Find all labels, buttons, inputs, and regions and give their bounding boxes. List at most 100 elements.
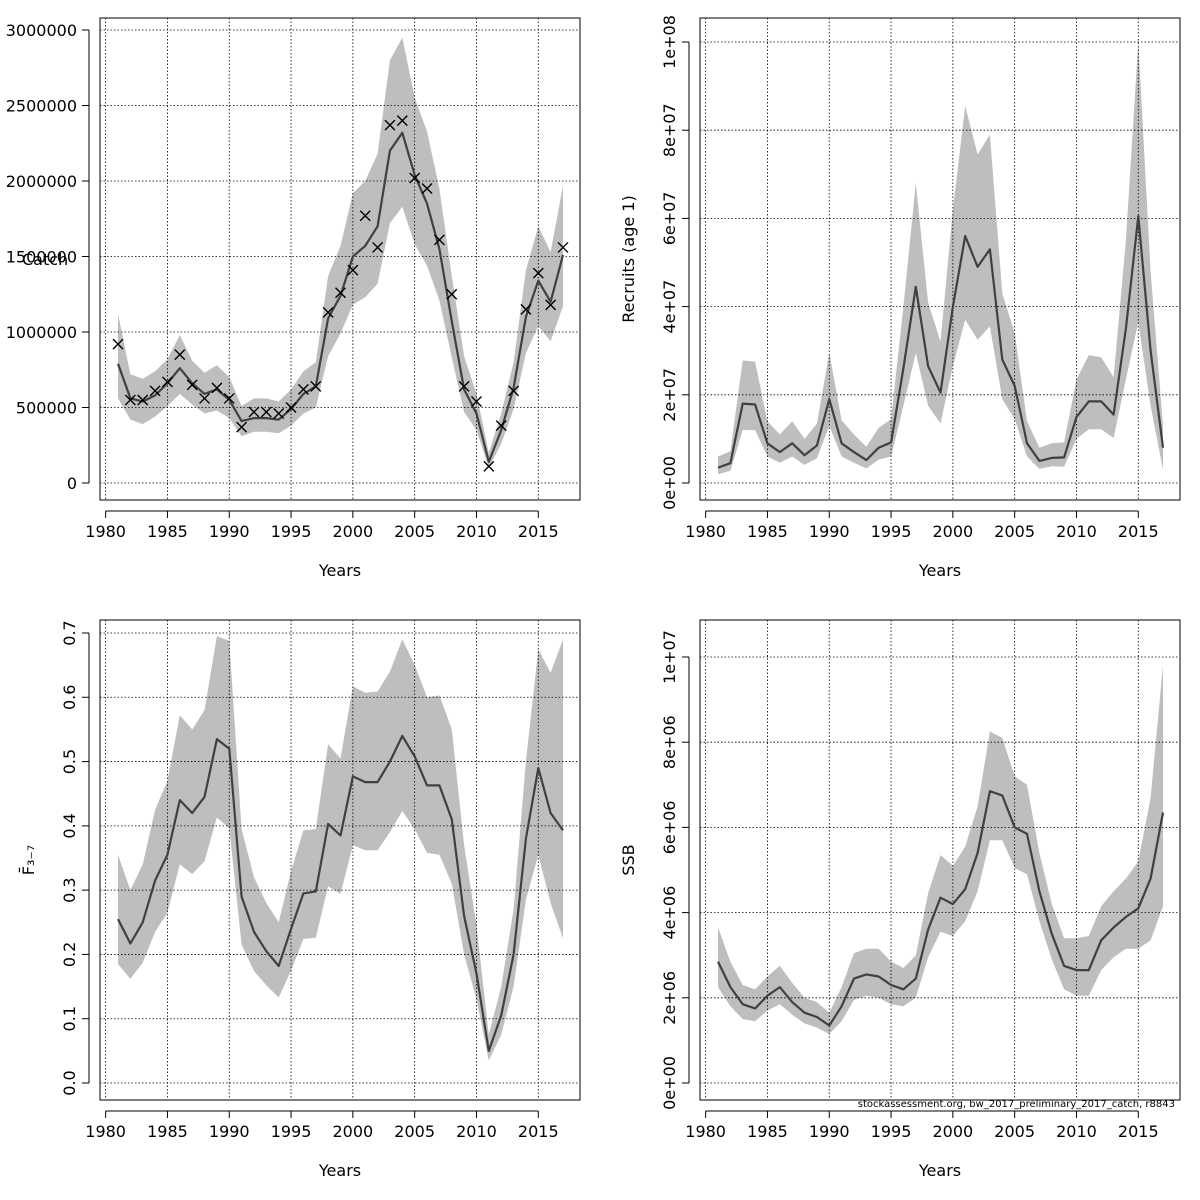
y-tick-label: 0.3 — [60, 877, 79, 902]
x-tick-label: 1985 — [747, 522, 788, 541]
x-tick-label: 2015 — [518, 1122, 559, 1141]
observed-point — [483, 460, 495, 472]
x-tick-label: 2005 — [994, 522, 1035, 541]
y-axis-label: Catch — [22, 250, 68, 269]
observed-point — [508, 385, 520, 397]
catch-panel: 1980 1985 1990 1995 2000 2005 2010 2015 Years 0 50… — [6, 17, 581, 580]
observed-point — [446, 288, 458, 300]
observed-point — [409, 172, 421, 184]
y-tick-label: 4e+06 — [660, 886, 679, 940]
y-axis-label: F̄₃₋₇ — [19, 845, 38, 875]
observed-point — [470, 395, 482, 407]
observed-point — [532, 267, 544, 279]
estimate-line — [717, 215, 1165, 469]
observed-point — [174, 349, 186, 361]
y-tick-label: 0.6 — [60, 685, 79, 710]
x-axis-label: Years — [318, 561, 361, 580]
confidence-band — [118, 636, 563, 1061]
observed-point — [137, 394, 149, 406]
observed-point — [223, 392, 235, 404]
observed-point — [557, 241, 569, 253]
x-tick-label: 1980 — [85, 522, 126, 541]
x-tick-label: 2000 — [333, 1122, 374, 1141]
observed-point — [347, 264, 359, 276]
x-tick-label: 1985 — [147, 1122, 188, 1141]
x-tick-label: 1990 — [809, 1122, 850, 1141]
x-axis-label: Years — [918, 561, 961, 580]
observed-point — [285, 402, 297, 413]
y-tick-label: 6e+06 — [660, 801, 679, 855]
estimate-line — [117, 734, 564, 1053]
x-tick-label: 1980 — [85, 1122, 126, 1141]
observed-point — [211, 382, 223, 394]
y-tick-label: 1e+08 — [660, 15, 679, 69]
y-axis-label: Recruits (age 1) — [619, 195, 638, 322]
y-tick-label: 0.2 — [60, 942, 79, 967]
plot-frame — [99, 17, 581, 501]
x-tick-label: 1995 — [871, 522, 912, 541]
x-tick-label: 2015 — [518, 522, 559, 541]
x-tick-label: 2010 — [1056, 522, 1097, 541]
x-tick-label: 1985 — [147, 522, 188, 541]
y-tick-label: 0.4 — [60, 813, 79, 838]
observed-point — [260, 406, 272, 418]
y-tick-label: 2e+07 — [660, 368, 679, 422]
x-axis-label: Years — [918, 1161, 961, 1180]
recruits-panel: 1980 1985 1990 1995 2000 2005 2010 2015 Years 0e+… — [619, 15, 1181, 580]
x-tick-label: 1990 — [209, 522, 250, 541]
x-tick-label: 1990 — [209, 1122, 250, 1141]
y-tick-label: 1000000 — [6, 323, 77, 342]
observed-point — [161, 376, 173, 388]
observed-point — [495, 420, 507, 432]
observed-point — [310, 380, 322, 392]
x-tick-label: 2015 — [1118, 1122, 1159, 1141]
y-tick-label: 0.7 — [60, 620, 79, 645]
y-tick-label: 4e+07 — [660, 280, 679, 334]
observed-point — [545, 299, 557, 311]
observed-point — [520, 303, 532, 315]
observed-point — [372, 241, 384, 253]
x-tick-label: 2005 — [394, 1122, 435, 1141]
observed-point — [458, 380, 470, 392]
x-tick-label: 2010 — [456, 1122, 497, 1141]
y-tick-label: 8e+06 — [660, 715, 679, 769]
observed-point — [124, 394, 136, 406]
estimate-line — [717, 790, 1165, 1027]
observed-point — [335, 287, 346, 299]
x-tick-label: 2010 — [456, 522, 497, 541]
y-tick-label: 8e+07 — [660, 103, 679, 157]
plot-frame — [699, 619, 1181, 1101]
y-tick-label: 0 — [67, 474, 77, 493]
ssb-panel: 1980 1985 1990 1995 2000 2005 2010 2015 Years 0e+… — [619, 619, 1181, 1180]
confidence-band — [718, 665, 1163, 1034]
y-tick-label: 3000000 — [6, 21, 77, 40]
x-tick-label: 1995 — [271, 1122, 312, 1141]
x-tick-label: 2000 — [933, 1122, 974, 1141]
observed-point — [199, 392, 211, 404]
x-axis-label: Years — [318, 1161, 361, 1180]
x-tick-label: 2005 — [394, 522, 435, 541]
x-tick-label: 1980 — [685, 522, 726, 541]
observed-point — [112, 338, 124, 350]
x-tick-label: 2010 — [1056, 1122, 1097, 1141]
y-axis-label: SSB — [619, 844, 638, 875]
x-tick-label: 1995 — [871, 1122, 912, 1141]
y-tick-label: 1500000 — [6, 248, 77, 267]
observed-point — [149, 385, 161, 397]
observed-point — [297, 383, 309, 395]
plot-frame — [99, 619, 581, 1101]
x-tick-label: 1980 — [685, 1122, 726, 1141]
x-tick-label: 2005 — [994, 1122, 1035, 1141]
observed-point — [273, 408, 285, 420]
y-tick-label: 0.5 — [60, 749, 79, 774]
y-tick-label: 2e+06 — [660, 971, 679, 1025]
x-tick-label: 2000 — [333, 522, 374, 541]
y-tick-label: 0.1 — [60, 1006, 79, 1031]
y-tick-label: 0.0 — [60, 1070, 79, 1095]
confidence-band — [718, 42, 1163, 475]
observed-point — [421, 183, 433, 195]
x-tick-label: 1985 — [747, 1122, 788, 1141]
x-tick-label: 1990 — [809, 522, 850, 541]
observed-point — [396, 115, 408, 127]
